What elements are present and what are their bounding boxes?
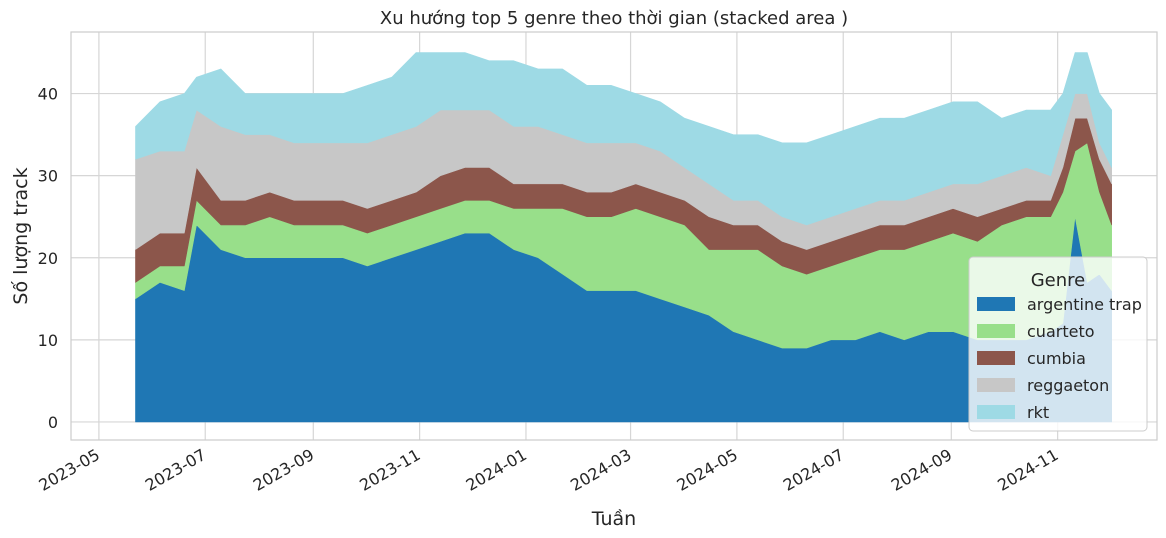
legend-label: rkt <box>1027 403 1049 422</box>
legend-swatch <box>977 405 1015 419</box>
legend-label: cumbia <box>1027 349 1086 368</box>
legend: Genre argentine trap cuarteto cumbia reggae… <box>968 256 1148 432</box>
x-tick-label: 2023-11 <box>356 445 423 495</box>
legend-swatch <box>977 297 1015 311</box>
legend-swatch <box>977 378 1015 392</box>
x-axis-label: Tuần <box>591 508 636 530</box>
legend-label: argentine trap <box>1027 295 1142 314</box>
x-tick-label: 2023-05 <box>35 445 102 495</box>
area-layers <box>135 52 1112 423</box>
legend-swatch <box>977 351 1015 365</box>
x-tick-label: 2023-07 <box>142 445 209 495</box>
x-tick-label: 2024-09 <box>888 445 955 495</box>
x-tick-label: 2024-07 <box>780 445 847 495</box>
legend-label: cuarteto <box>1027 322 1095 341</box>
legend-items: argentine trap cuarteto cumbia reggaeton rkt <box>977 295 1142 422</box>
x-tick-label: 2024-11 <box>994 445 1061 495</box>
x-tick-label: 2024-03 <box>567 445 634 495</box>
y-tick-labels: 0 10 20 30 40 <box>38 85 58 432</box>
y-tick-label: 10 <box>38 331 58 350</box>
y-axis-label: Số lượng track <box>10 167 32 304</box>
x-tick-label: 2024-05 <box>673 445 740 495</box>
chart-title: Xu hướng top 5 genre theo thời gian (sta… <box>380 8 848 29</box>
area-rkt <box>135 52 1112 226</box>
x-tick-label: 2023-09 <box>250 445 317 495</box>
legend-label: reggaeton <box>1027 376 1109 395</box>
y-tick-label: 20 <box>38 249 58 268</box>
legend-title: Genre <box>1031 270 1086 291</box>
y-tick-label: 0 <box>48 413 58 432</box>
y-tick-label: 40 <box>38 85 58 104</box>
y-tick-label: 30 <box>38 167 58 186</box>
x-tick-label: 2024-01 <box>463 445 530 495</box>
legend-swatch <box>977 324 1015 338</box>
plot-frame <box>70 31 1158 441</box>
x-tick-labels: 2023-05 2023-07 2023-09 2023-11 2024-01 2024-… <box>35 445 1061 495</box>
